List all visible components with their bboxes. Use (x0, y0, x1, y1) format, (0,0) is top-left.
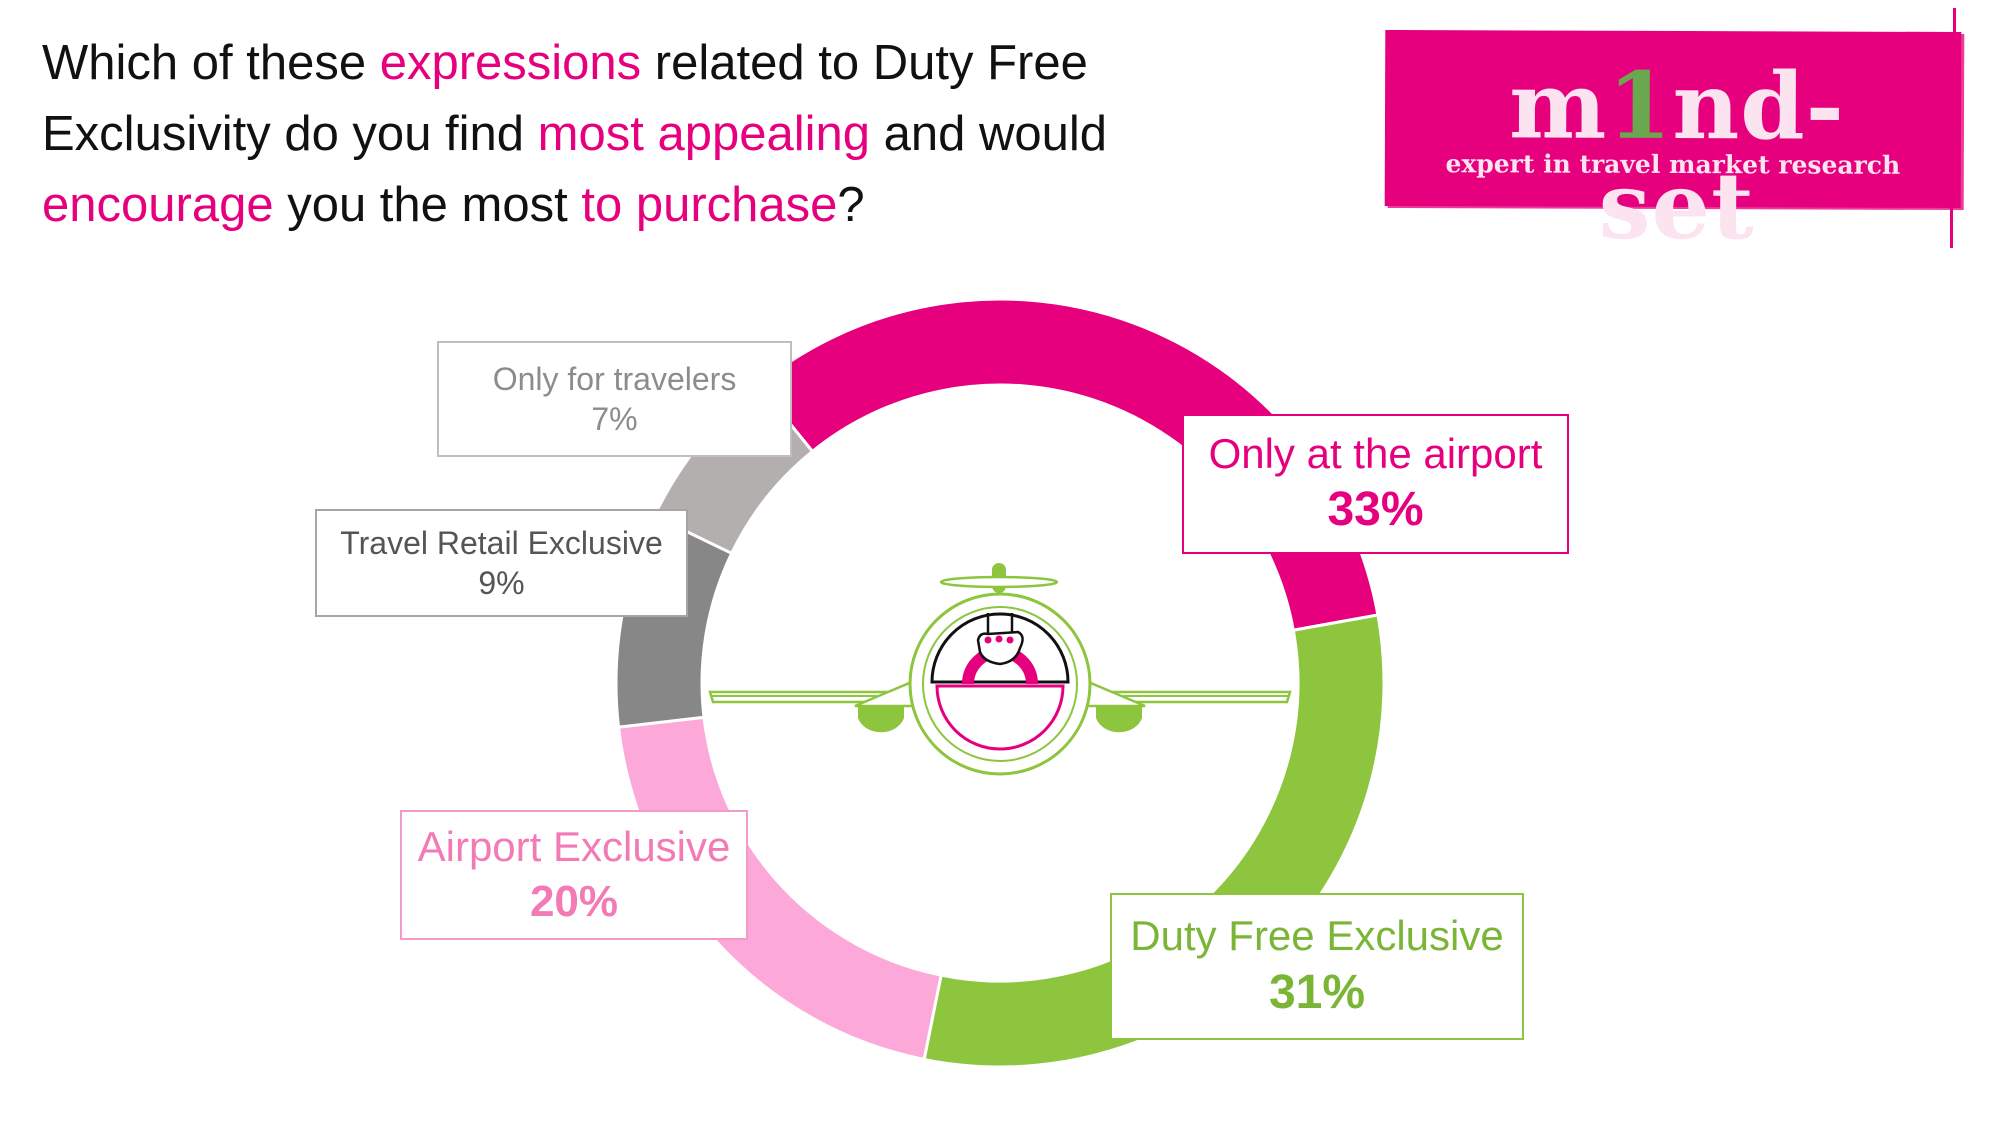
donut-slice-only-at-the-airport (756, 297, 1380, 632)
slice-label-airport-exclusive: Airport Exclusive 20% (400, 810, 748, 940)
slice-label-name: Only for travelers (492, 361, 737, 397)
airplane-with-hand-icon (708, 563, 1292, 776)
slice-label-value: 31% (1268, 965, 1366, 1019)
question-part: you the most (273, 178, 582, 232)
question-part: related to Duty Free Exclusivity do you … (42, 36, 1088, 161)
question-part: to purchase (581, 178, 838, 232)
question-part: Which of these (42, 36, 380, 90)
question-part: most appealing (537, 107, 871, 161)
slice-label-value: 33% (1327, 483, 1424, 537)
question-part: encourage (42, 178, 274, 232)
slice-label-only-at-the-airport: Only at the airport 33% (1182, 414, 1569, 554)
slice-label-only-for-travelers: Only for travelers 7% (437, 341, 792, 457)
slice-label-name: Travel Retail Exclusive (340, 525, 663, 561)
slice-label-value: 7% (591, 401, 638, 437)
slice-label-value: 9% (478, 565, 525, 601)
slice-label-name: Airport Exclusive (417, 823, 731, 871)
slice-label-duty-free-exclusive: Duty Free Exclusive 31% (1110, 893, 1524, 1040)
slice-label-travel-retail-exclusive: Travel Retail Exclusive 9% (315, 509, 688, 617)
slice-label-name: Duty Free Exclusive (1130, 912, 1504, 960)
question-part: expressions (379, 36, 642, 90)
question-part: and would (870, 107, 1108, 161)
slice-label-name: Only at the airport (1208, 429, 1543, 477)
logo-brush-streak (1950, 200, 1953, 248)
logo-brush-streak (1953, 8, 1956, 50)
slice-label-value: 20% (529, 876, 619, 926)
question-title: Which of these expressions related to Du… (42, 28, 1272, 241)
question-part: ? (837, 178, 865, 232)
